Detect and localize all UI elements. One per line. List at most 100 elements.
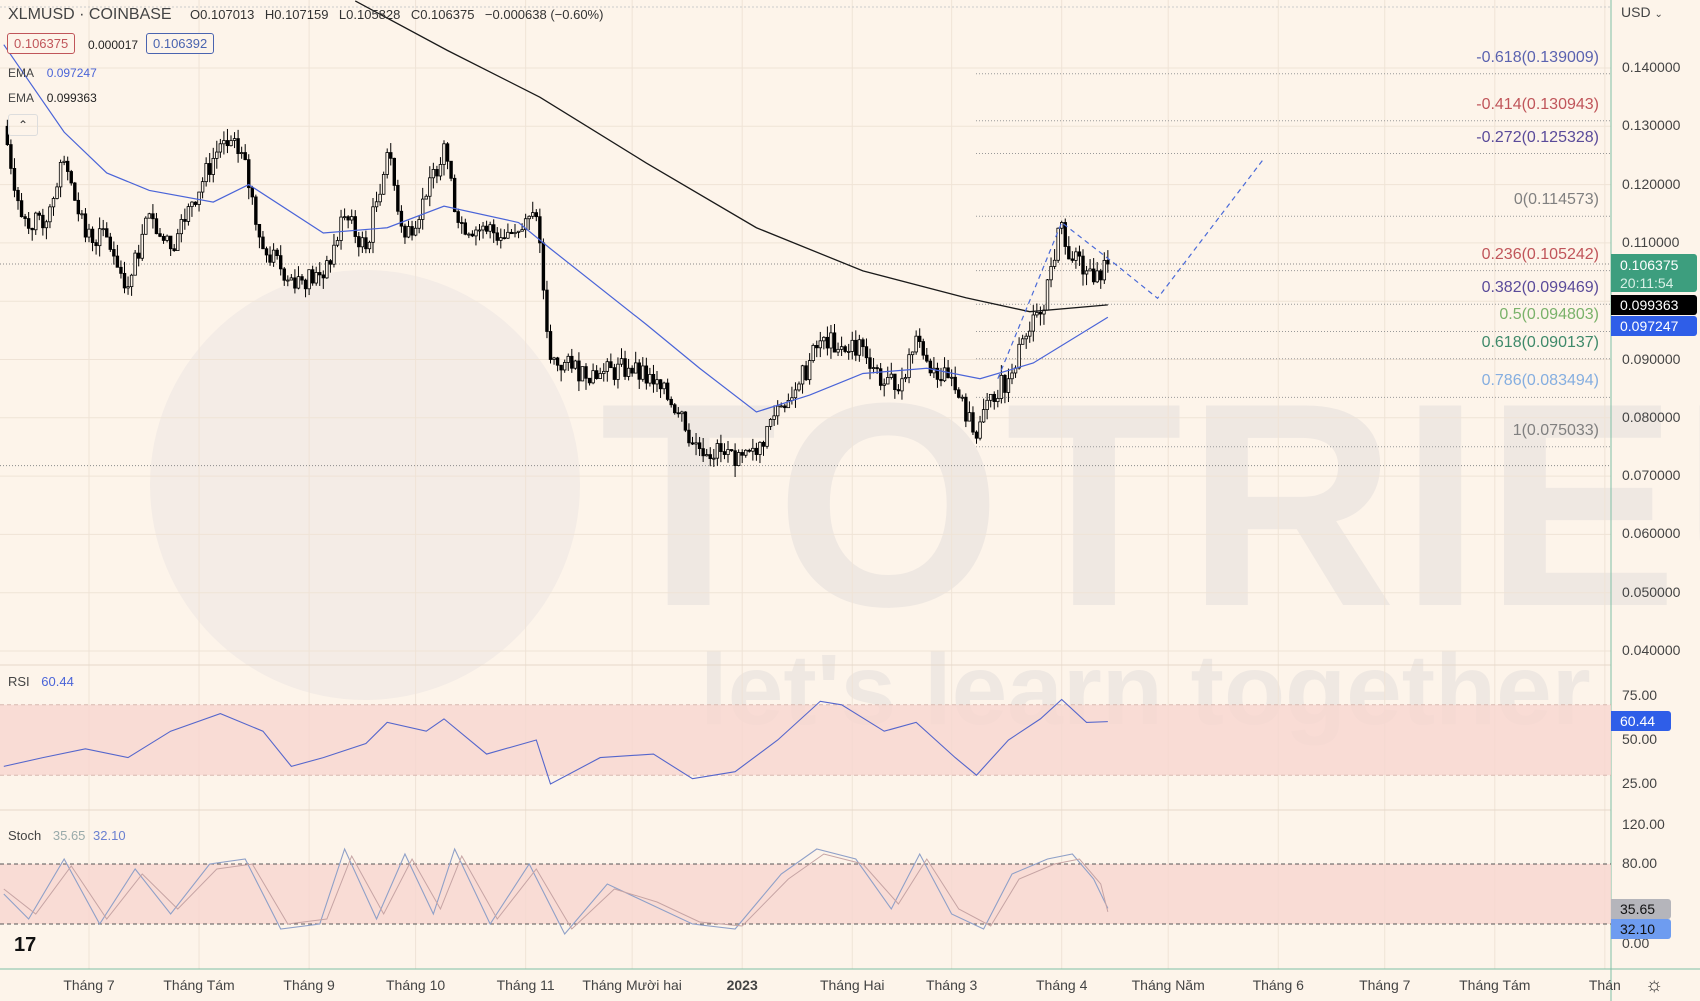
candle-body [534, 212, 538, 218]
candle-body [921, 341, 925, 356]
chevron-down-icon: ⌄ [1654, 9, 1663, 20]
stoch-d-line [3, 853, 1109, 930]
candle-body [939, 378, 943, 382]
stoch-legend[interactable]: Stoch 35.65 32.10 [8, 828, 126, 843]
candle-body [807, 360, 812, 381]
fib-level-label: 0.236(0.105242) [1481, 245, 1599, 263]
candle-body [211, 157, 215, 175]
candle-body [918, 335, 922, 342]
candle-body [701, 448, 705, 457]
candle-body [325, 260, 329, 279]
candle-body [605, 361, 609, 372]
candle-body [364, 237, 368, 250]
candle-body [822, 336, 826, 342]
candle-body [1045, 279, 1050, 311]
currency-selector[interactable]: USD ⌄ [1621, 4, 1663, 20]
rsi-tick: 75.00 [1622, 687, 1658, 703]
candle-body [957, 389, 961, 398]
candle-body [776, 405, 780, 417]
watermark-brand: TOTRIEU [600, 343, 1700, 667]
chevron-up-icon[interactable]: ⌃ [8, 114, 38, 136]
tradingview-logo[interactable]: 17 [14, 934, 37, 956]
bar-countdown: 20:11:54 [1620, 275, 1674, 291]
candle-body [108, 236, 112, 250]
candle-body [541, 242, 546, 291]
buy-price-button[interactable]: 0.106392 [146, 33, 215, 54]
candle-body [729, 449, 734, 452]
candle-body [949, 376, 954, 379]
candle-body [12, 168, 17, 191]
currency-label: USD [1621, 4, 1651, 20]
candle-body [144, 217, 148, 235]
candle-body [765, 425, 769, 447]
stoch-tick: 0.00 [1622, 935, 1650, 951]
candle-body [310, 269, 315, 284]
candle-body [992, 393, 996, 402]
candle-body [282, 268, 286, 281]
candle-body [222, 140, 226, 145]
candle-body [207, 163, 212, 175]
candle-body [87, 228, 91, 238]
candle-body [662, 382, 666, 390]
candle-body [733, 450, 737, 467]
candle-body [186, 206, 191, 222]
candle-body [271, 249, 276, 263]
ema50-value: 0.097247 [46, 66, 97, 80]
candle-body [964, 396, 968, 422]
candle-body [981, 409, 986, 423]
candle-body [115, 255, 120, 268]
ema200-legend[interactable]: EMA 0.099363 [8, 91, 97, 105]
candle-body [552, 357, 556, 360]
price-tick: 0.050000 [1622, 583, 1681, 600]
candle-body [168, 235, 173, 250]
candle-body [818, 340, 822, 349]
candle-body [293, 277, 297, 289]
candle-body [854, 339, 858, 356]
candle-body [456, 211, 460, 223]
candle-body [896, 389, 901, 392]
gear-icon[interactable]: ☼ [1645, 974, 1664, 996]
candle-body [389, 152, 393, 159]
rsi-legend[interactable]: RSI 60.44 [8, 674, 74, 689]
candle-body [747, 449, 751, 452]
candle-body [520, 229, 524, 232]
candle-body [1056, 227, 1060, 261]
candle-body [804, 365, 808, 381]
candle-body [1074, 251, 1078, 261]
candle-body [1028, 330, 1032, 337]
candle-body [836, 348, 840, 353]
candle-body [62, 160, 66, 163]
candle-body [264, 248, 269, 256]
candle-body [811, 345, 815, 361]
candle-body [786, 400, 791, 409]
ema50-legend[interactable]: EMA 0.097247 [8, 66, 97, 80]
fib-level-label: -0.618(0.139009) [1476, 48, 1599, 66]
stoch-d-value: 32.10 [93, 828, 126, 843]
candle-body [417, 219, 421, 229]
candle-body [179, 219, 183, 235]
candle-body [48, 206, 52, 223]
candle-body [616, 363, 620, 380]
fib-level-label: 0.382(0.099469) [1481, 279, 1599, 297]
sell-price-button[interactable]: 0.106375 [7, 33, 76, 54]
candle-body [513, 231, 517, 235]
candle-body [1070, 258, 1075, 261]
candle-body [793, 389, 798, 399]
rsi-line [3, 698, 1108, 785]
price-tick: 0.040000 [1622, 642, 1681, 658]
candle-body [172, 248, 176, 252]
candle-body [1091, 268, 1096, 283]
rsi-tag: 60.44 [1611, 711, 1671, 731]
candle-body [974, 431, 979, 439]
candle-body [353, 216, 357, 237]
candle-body [584, 366, 588, 379]
candle-body [726, 449, 730, 455]
rsi-band [0, 704, 1611, 776]
price-tick: 0.080000 [1622, 408, 1681, 425]
ohlc-low: L0.105828 [338, 7, 401, 22]
symbol-title[interactable]: XLMUSD · COINBASE [8, 6, 172, 23]
candle-body [1035, 312, 1039, 316]
candle-body [470, 233, 475, 237]
candle-body [257, 223, 262, 238]
